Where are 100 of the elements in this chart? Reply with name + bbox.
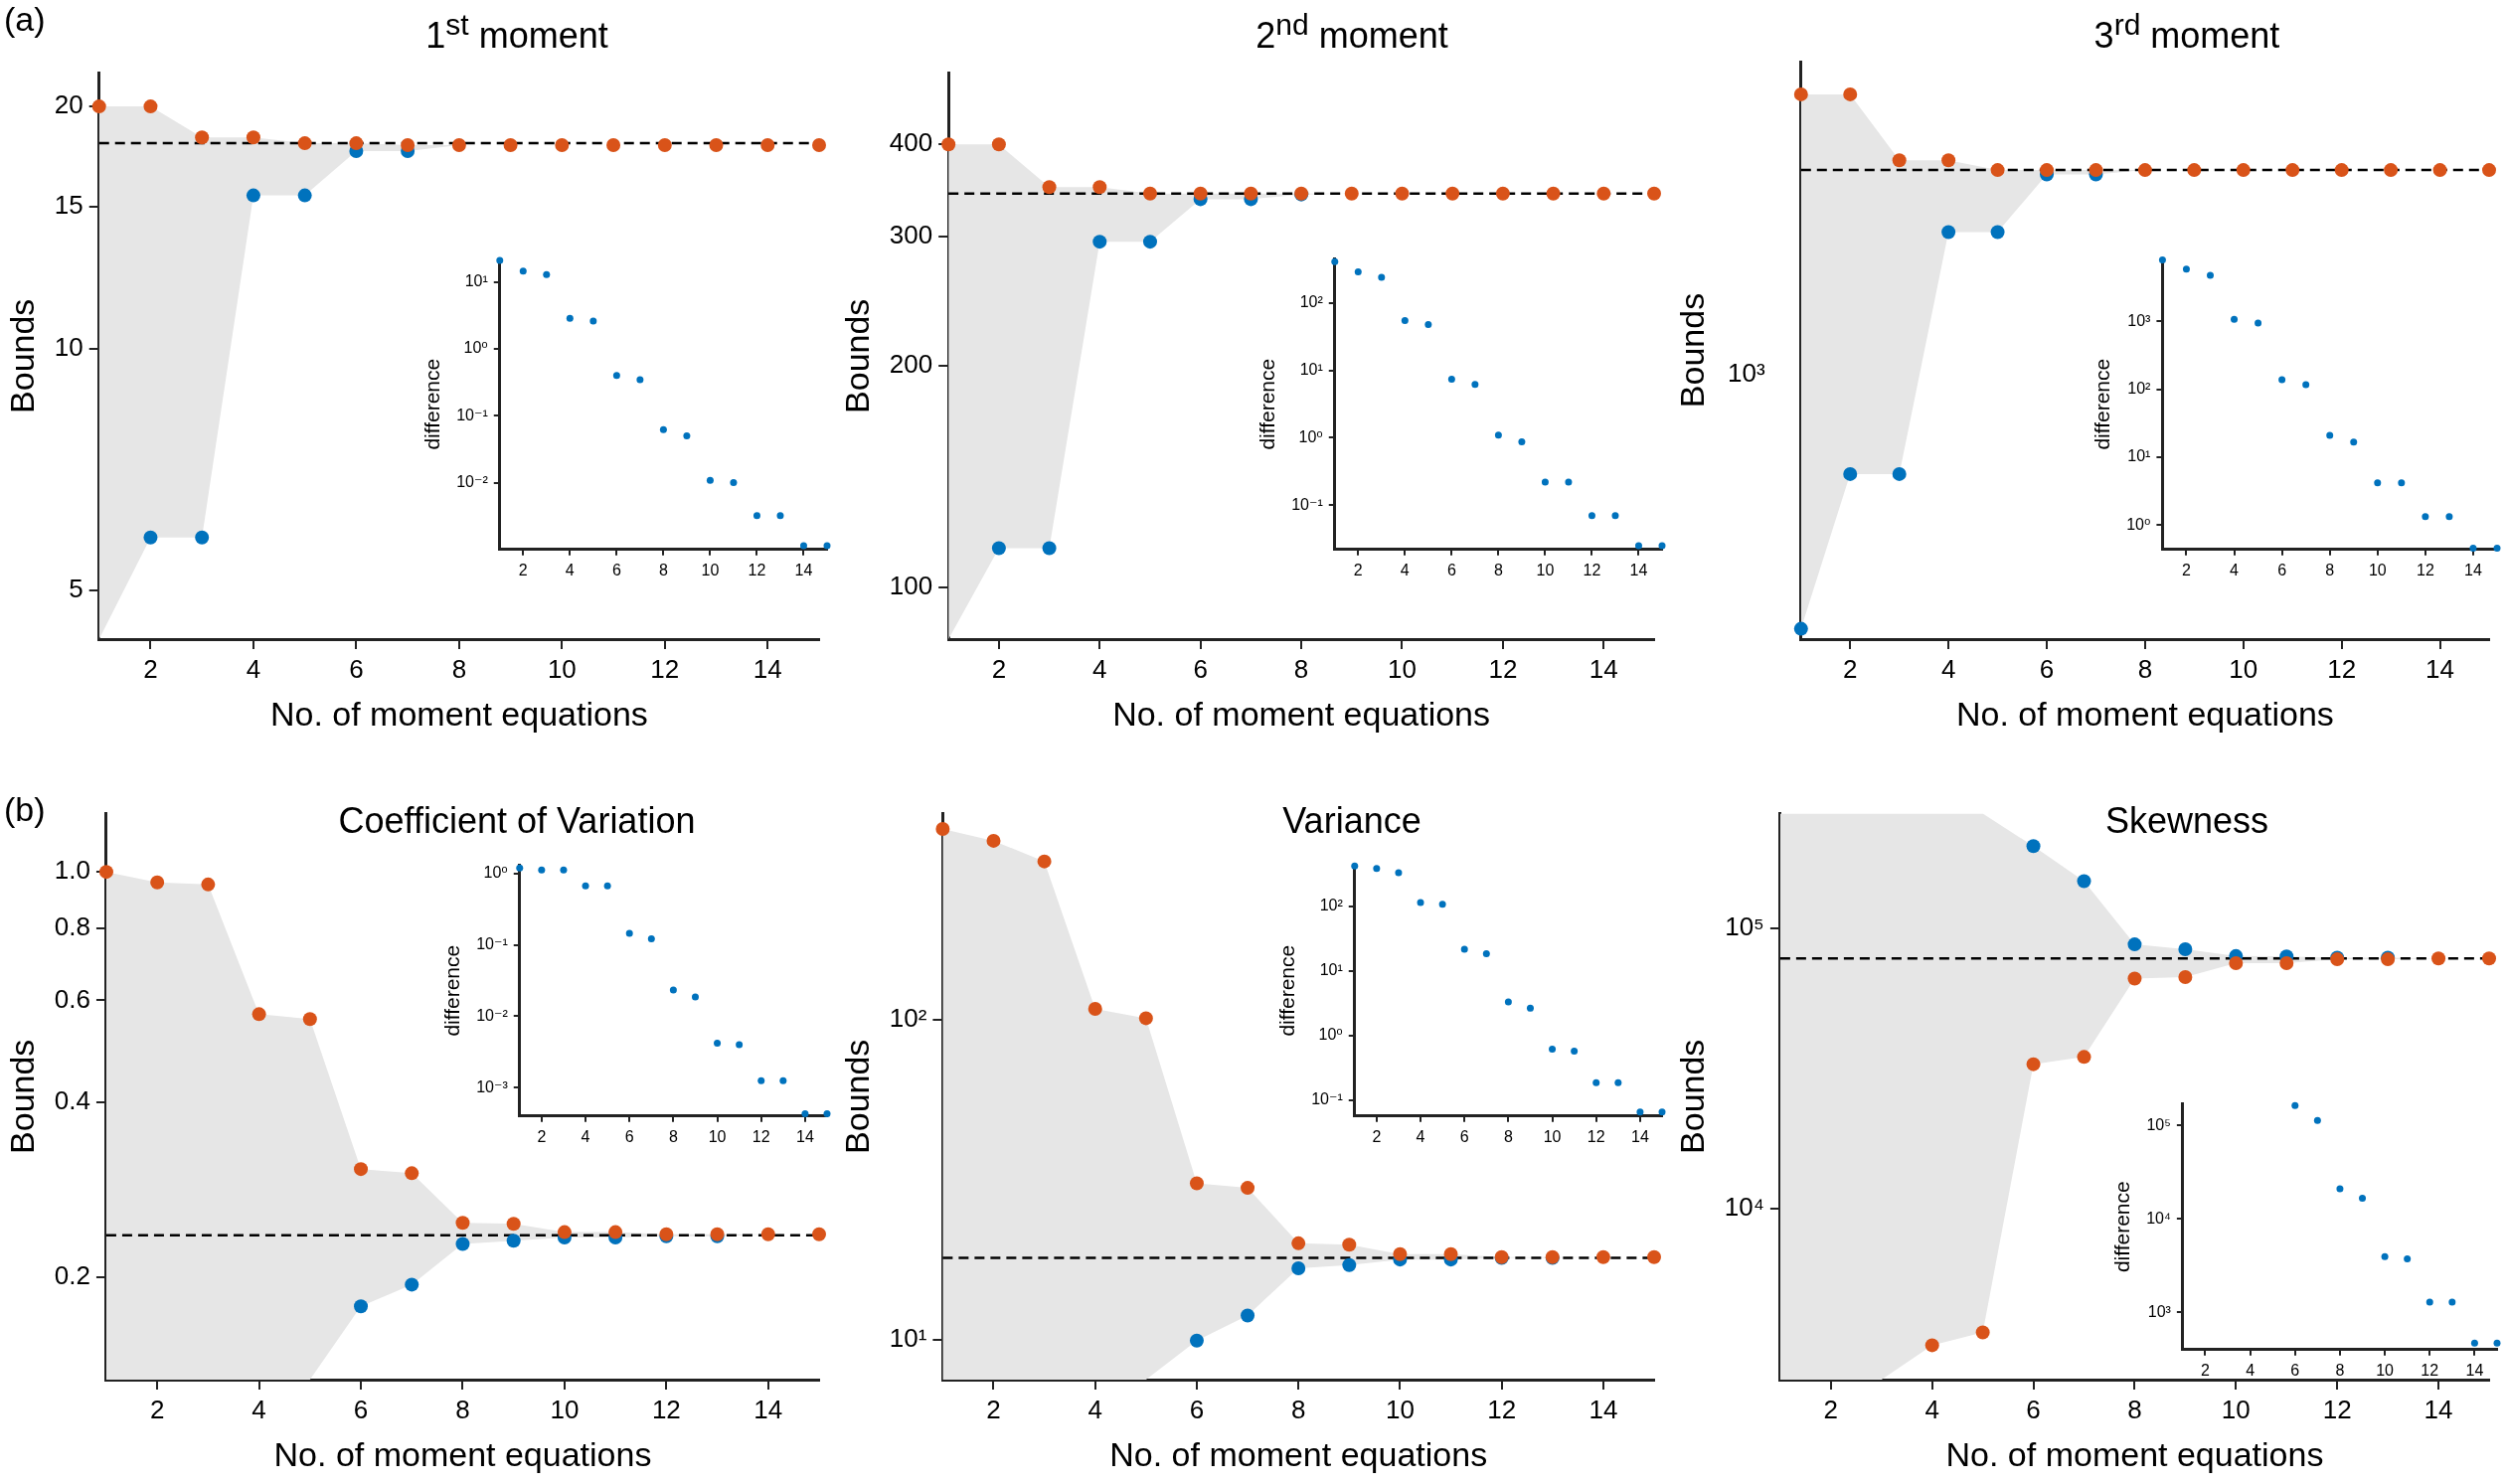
x-tick-label: 4 <box>246 653 261 684</box>
text: (a) <box>4 0 46 39</box>
x-tick-label: 12 <box>2421 1361 2439 1379</box>
chart-title: 3$^{rd}$ moment <box>2092 8 2281 57</box>
x-tick-label: 14 <box>752 653 782 684</box>
y-axis-title: Bounds <box>1672 292 1711 409</box>
y-tick-label: 10⁻² <box>456 472 489 490</box>
y-axis-title: difference <box>420 358 444 450</box>
x-tick-label: 12 <box>651 1394 681 1424</box>
y-axis-title: difference <box>2110 1181 2134 1273</box>
x-tick-label: 2 <box>1843 653 1858 684</box>
y-tick-label: 400 <box>889 127 933 158</box>
x-tick-label: 2 <box>537 1127 547 1145</box>
y-tick-label: 10⁰ <box>483 864 508 882</box>
y-axis-title: Bounds <box>837 298 876 413</box>
y-tick-label: 10² <box>889 1002 927 1033</box>
y-tick-label: 10¹ <box>1299 361 1323 379</box>
x-tick-label: 6 <box>2290 1361 2300 1379</box>
x-tick-label: 4 <box>1092 653 1107 684</box>
x-axis-title: No. of moment equations <box>273 1434 652 1473</box>
x-tick-label: 14 <box>1631 1127 1649 1145</box>
x-tick-label: 4 <box>2246 1361 2256 1379</box>
x-tick-label: 8 <box>668 1127 678 1145</box>
x-tick-label: 8 <box>1290 1394 1306 1424</box>
y-tick-label: 10⁴ <box>2146 1209 2171 1227</box>
y-tick-label: 1.0 <box>54 855 90 886</box>
x-tick-label: 14 <box>794 561 813 578</box>
y-tick-label: 10⁴ <box>1724 1191 1764 1222</box>
x-tick-label: 4 <box>1940 653 1956 684</box>
y-tick-label: 20 <box>54 89 84 120</box>
x-tick-label: 14 <box>1629 561 1648 578</box>
x-tick-label: 8 <box>1293 653 1309 684</box>
x-tick-label: 12 <box>650 653 680 684</box>
x-axis-title: No. of moment equations <box>1955 694 2334 733</box>
x-tick-label: 4 <box>2230 561 2240 578</box>
x-tick-label: 12 <box>2322 1394 2352 1424</box>
y-tick-label: 10¹ <box>1319 961 1343 979</box>
y-tick-label: 10³ <box>2147 1302 2172 1320</box>
y-tick-label: 10⁰ <box>2126 515 2151 533</box>
x-tick-label: 2 <box>1372 1127 1382 1145</box>
x-tick-label: 4 <box>1924 1394 1939 1424</box>
x-tick-label: 4 <box>1400 561 1410 578</box>
x-tick-label: 6 <box>1446 561 1456 578</box>
y-axis-title: Bounds <box>2 298 41 413</box>
y-tick-label: 10² <box>1319 897 1344 914</box>
y-tick-label: 0.4 <box>54 1085 90 1116</box>
x-tick-label: 6 <box>2039 653 2055 684</box>
y-tick-label: 10⁻³ <box>476 1077 509 1095</box>
x-tick-label: 2 <box>149 1394 165 1424</box>
x-tick-label: 6 <box>1459 1127 1469 1145</box>
y-tick-label: 0.6 <box>54 983 90 1014</box>
y-axis-title: Bounds <box>2 1039 41 1154</box>
x-tick-label: 2 <box>1823 1394 1839 1424</box>
chart-title: Variance <box>1281 800 1422 842</box>
y-tick-label: 10⁻¹ <box>456 406 488 423</box>
x-tick-label: 14 <box>1588 653 1618 684</box>
x-axis-title: No. of moment equations <box>1945 1434 2324 1473</box>
y-axis-title: difference <box>2090 358 2114 450</box>
y-axis-title: difference <box>1275 944 1299 1037</box>
y-tick-label: 0.8 <box>54 910 90 941</box>
y-tick-label: 10⁻¹ <box>1291 495 1323 513</box>
x-tick-label: 4 <box>1087 1394 1102 1424</box>
x-axis-title: No. of moment equations <box>1112 694 1491 733</box>
y-axis-title: Bounds <box>1672 1039 1711 1154</box>
x-tick-label: 2 <box>986 1394 1001 1424</box>
x-tick-label: 12 <box>1488 653 1518 684</box>
x-tick-label: 2 <box>518 561 528 578</box>
x-axis-title: No. of moment equations <box>1109 1434 1488 1473</box>
x-tick-label: 6 <box>2277 561 2287 578</box>
y-tick-label: 10⁵ <box>1725 910 1764 941</box>
x-tick-label: 2 <box>2201 1361 2210 1379</box>
x-tick-label: 4 <box>251 1394 266 1424</box>
x-tick-label: 6 <box>1193 653 1208 684</box>
chart-title: Skewness <box>2103 800 2270 842</box>
x-tick-label: 2 <box>1353 561 1363 578</box>
x-tick-label: 14 <box>1588 1394 1618 1424</box>
x-tick-label: 14 <box>2464 561 2482 578</box>
y-tick-label: 15 <box>54 190 84 221</box>
y-tick-label: 200 <box>889 349 933 380</box>
x-tick-label: 14 <box>2465 1361 2484 1379</box>
x-tick-label: 12 <box>1587 1127 1605 1145</box>
x-tick-label: 4 <box>565 561 575 578</box>
x-tick-label: 14 <box>2425 653 2455 684</box>
x-tick-label: 2 <box>2182 561 2191 578</box>
x-tick-label: 8 <box>2127 1394 2142 1424</box>
x-tick-label: 6 <box>353 1394 369 1424</box>
y-axis-title: difference <box>1255 358 1279 450</box>
x-tick-label: 12 <box>2416 561 2434 578</box>
y-tick-label: 10⁰ <box>1298 427 1323 445</box>
chart-title: Coefficient of Variation <box>337 800 697 842</box>
y-tick-label: 10³ <box>2127 311 2152 329</box>
x-tick-label: 10 <box>708 1127 727 1145</box>
x-tick-label: 10 <box>2229 653 2258 684</box>
x-tick-label: 6 <box>624 1127 634 1145</box>
chart-title: 2$^{nd}$ moment <box>1254 8 1449 57</box>
x-tick-label: 12 <box>752 1127 770 1145</box>
x-tick-label: 6 <box>611 561 621 578</box>
y-tick-label: 10⁰ <box>1318 1026 1343 1044</box>
y-tick-label: 10¹ <box>464 272 488 290</box>
x-tick-label: 8 <box>658 561 668 578</box>
